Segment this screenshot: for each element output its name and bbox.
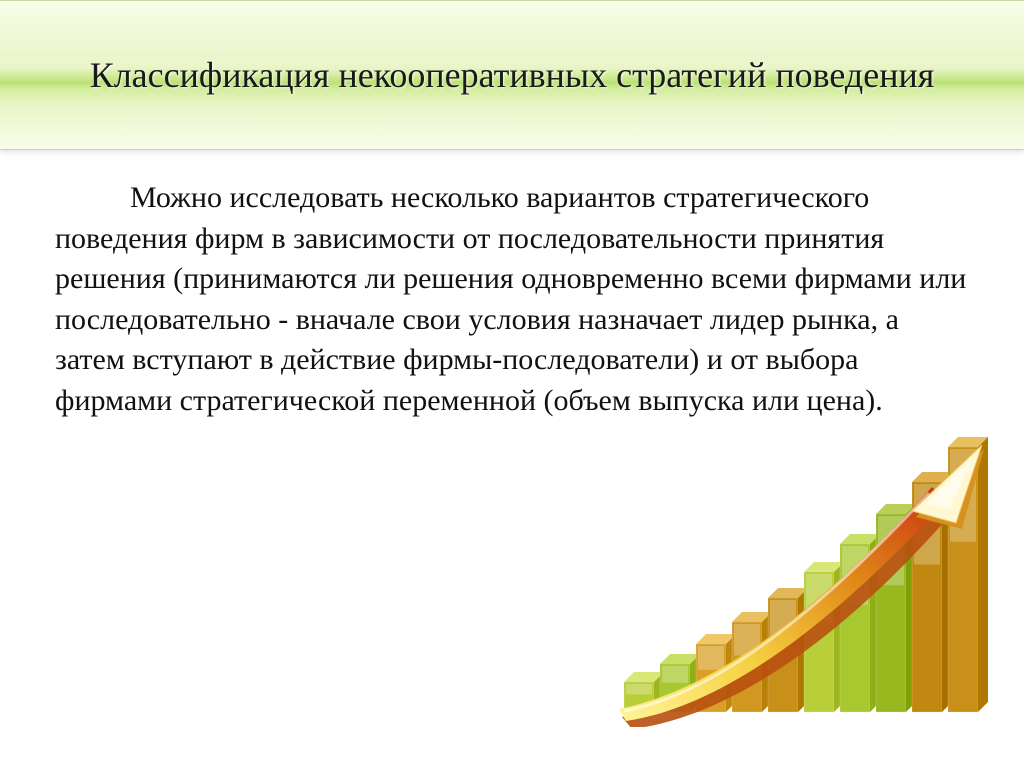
body-paragraph: Можно исследовать несколько вариантов ст… [55, 178, 969, 421]
body-text: Можно исследовать несколько вариантов ст… [0, 150, 1024, 421]
slide-title: Классификация некооперативных стратегий … [90, 52, 935, 99]
slide-header: Классификация некооперативных стратегий … [0, 0, 1024, 150]
growth-chart-illustration [614, 417, 994, 727]
